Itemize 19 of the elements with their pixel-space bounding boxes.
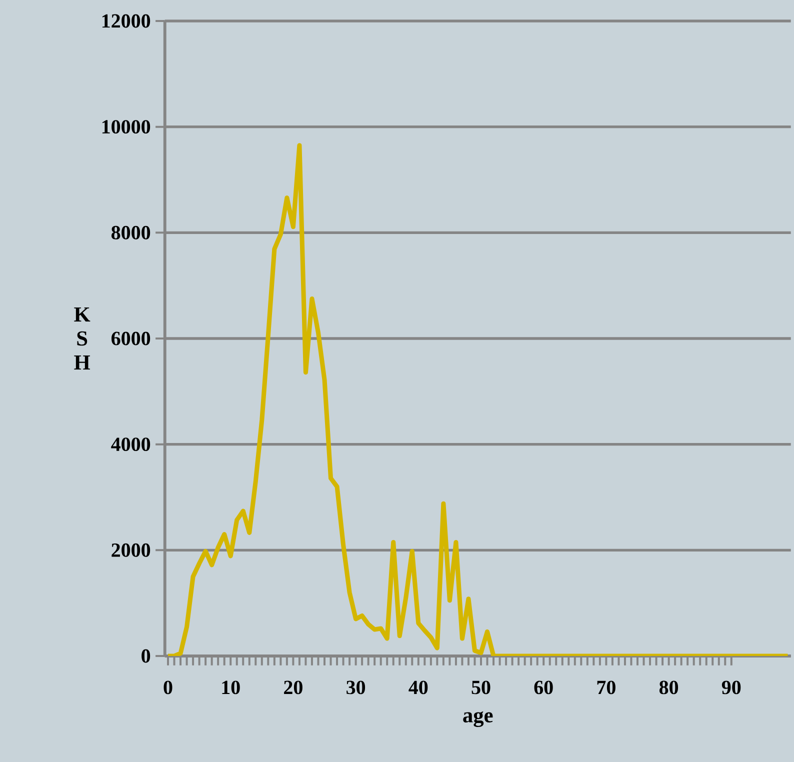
x-tick-label: 80	[659, 680, 678, 694]
y-tick-label: 10000	[102, 120, 150, 134]
x-tick-label: 90	[722, 680, 741, 694]
x-tick-label: 20	[284, 680, 302, 694]
x-tick-label: 10	[222, 680, 240, 694]
y-tick-label: 12000	[102, 14, 150, 28]
y-axis-title: K S H	[74, 308, 90, 370]
y-tick-label: 0	[142, 649, 150, 663]
x-tick-label: 30	[346, 680, 366, 694]
y-tick-label: 8000	[111, 226, 150, 240]
y-tick-label: 2000	[112, 543, 150, 557]
x-tick-label: 40	[408, 680, 428, 694]
y-tick-label: 6000	[112, 332, 150, 346]
x-tick-label: 0	[164, 680, 172, 694]
x-tick-label: 60	[534, 680, 553, 694]
x-axis-title: age	[463, 711, 493, 727]
x-tick-label: 50	[472, 680, 490, 694]
y-tick-label: 4000	[111, 438, 150, 452]
x-tick-label: 70	[597, 680, 616, 694]
